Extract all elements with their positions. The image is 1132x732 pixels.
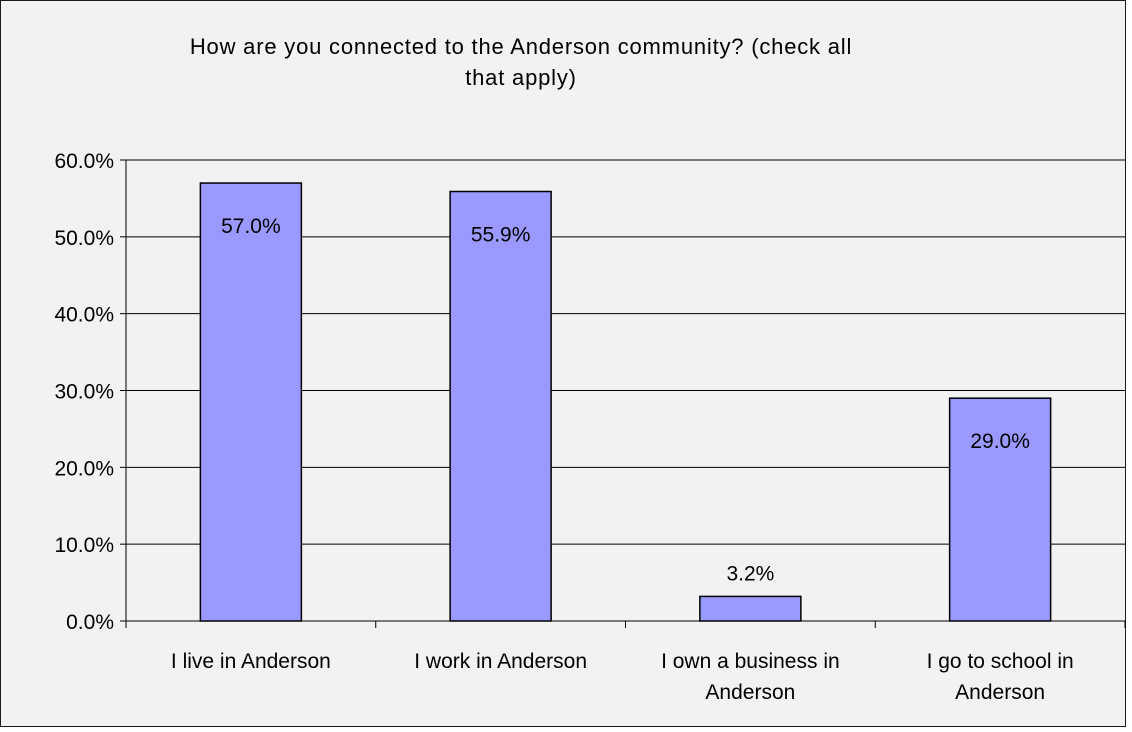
x-tick-label: I work in Anderson (414, 650, 587, 673)
data-label: 55.9% (471, 224, 531, 247)
bar (699, 595, 802, 622)
y-tick-label: 10.0% (54, 534, 114, 557)
data-label: 3.2% (726, 562, 774, 585)
x-tick-label-line: Anderson (955, 681, 1045, 704)
bar (449, 190, 552, 622)
y-tick-label: 60.0% (54, 150, 114, 173)
data-label: 57.0% (221, 215, 281, 238)
x-tick-label-line: I own a business in (661, 650, 840, 673)
x-tick-label-line: Anderson (705, 681, 795, 704)
x-tick-label: I live in Anderson (171, 650, 331, 673)
x-tick-label-line: I go to school in (927, 650, 1074, 673)
x-tick-label: I own a business in Anderson (661, 650, 840, 704)
y-tick-label: 50.0% (54, 227, 114, 250)
data-label: 29.0% (970, 430, 1030, 453)
y-tick-label: 40.0% (54, 304, 114, 327)
x-tick-label: I go to school in Anderson (927, 650, 1074, 704)
x-tick-label-line: I work in Anderson (414, 650, 587, 673)
bar (948, 397, 1052, 622)
y-tick-label: 20.0% (54, 457, 114, 480)
chart-title: How are you connected to the Anderson co… (189, 34, 853, 90)
y-tick-label: 30.0% (54, 381, 114, 404)
y-tick-label: 0.0% (66, 611, 114, 634)
x-tick-label-line: I live in Anderson (171, 650, 331, 673)
bar (199, 182, 303, 622)
